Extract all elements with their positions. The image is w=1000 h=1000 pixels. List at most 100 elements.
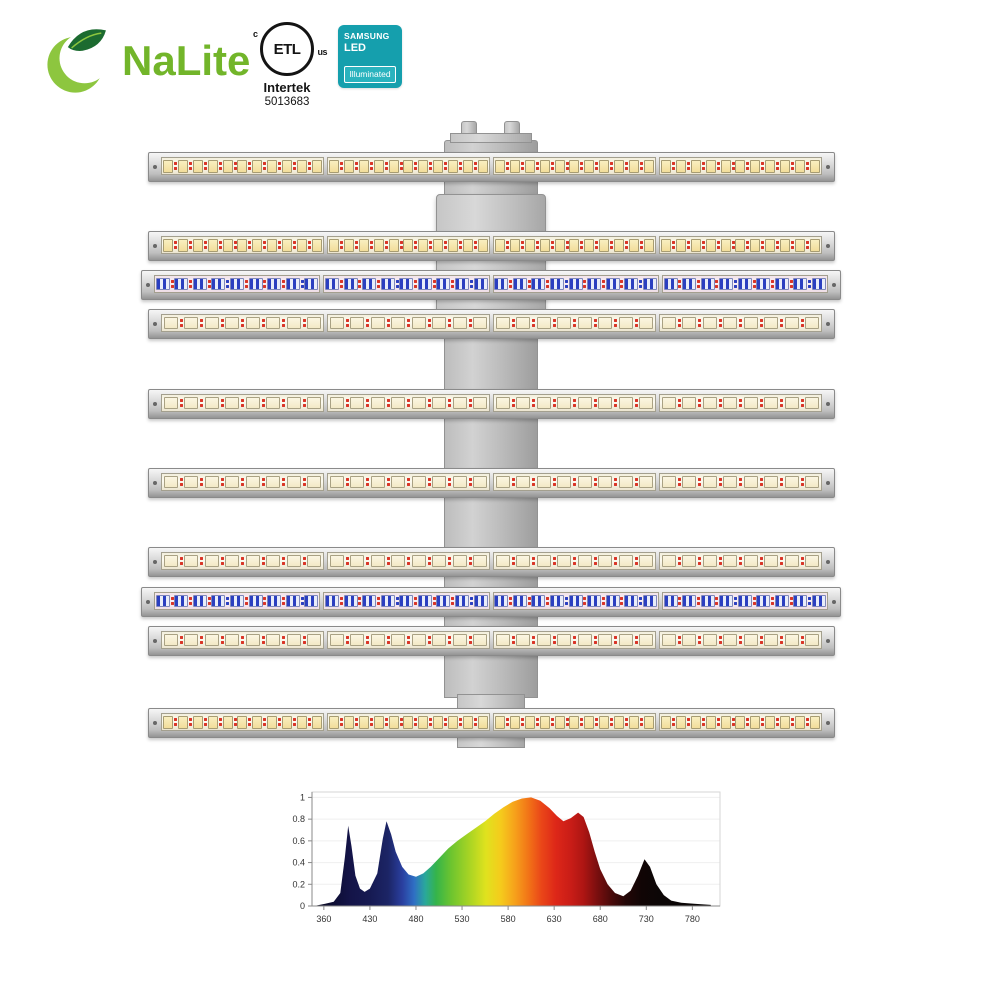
led-segment — [161, 157, 324, 175]
led-chip — [329, 634, 344, 646]
red-diode-dots — [427, 557, 431, 565]
led-chip — [661, 397, 676, 409]
red-diode-dots — [739, 636, 742, 644]
led-chip — [329, 555, 344, 567]
red-diode-dots — [686, 718, 690, 726]
led-chip — [614, 715, 625, 729]
red-diode-dots — [718, 636, 722, 644]
led-segment — [659, 394, 822, 412]
red-diode-dots — [634, 557, 638, 565]
red-diode-dots — [511, 399, 515, 407]
led-chip — [267, 715, 278, 729]
led-chip — [163, 397, 178, 409]
led-chip — [516, 317, 531, 329]
red-diode-dots — [339, 718, 343, 726]
red-diode-dots — [715, 597, 719, 605]
red-diode-dots — [308, 241, 312, 249]
led-chip — [433, 159, 444, 173]
led-chip — [735, 159, 746, 173]
led-chip — [524, 159, 535, 173]
red-diode-dots — [761, 162, 765, 170]
led-chip — [702, 397, 717, 409]
red-diode-dots — [601, 597, 605, 605]
led-chip — [230, 595, 245, 607]
led-chip — [192, 278, 207, 290]
led-chip — [598, 397, 613, 409]
led-chip — [549, 278, 564, 290]
led-chip — [660, 238, 671, 252]
led-chip — [207, 238, 218, 252]
led-chip — [478, 715, 489, 729]
led-chip — [675, 159, 686, 173]
led-segment — [659, 552, 822, 570]
led-chip — [245, 397, 260, 409]
led-chip — [163, 555, 178, 567]
led-chip — [629, 238, 640, 252]
led-chip — [245, 634, 260, 646]
red-diode-dots — [339, 162, 343, 170]
etl-us-mark: us — [317, 47, 327, 57]
red-diode-dots — [448, 399, 451, 407]
red-diode-dots — [731, 162, 735, 170]
led-segment — [659, 713, 822, 731]
led-chip — [661, 555, 676, 567]
red-diode-dots — [595, 241, 599, 249]
led-chip — [399, 278, 414, 290]
led-chip — [174, 278, 189, 290]
red-diode-dots — [546, 597, 550, 605]
led-chip — [245, 555, 260, 567]
red-diode-dots — [746, 241, 750, 249]
led-chip — [267, 159, 278, 173]
red-diode-dots — [220, 636, 224, 644]
led-chip — [598, 555, 613, 567]
red-diode-dots — [716, 162, 720, 170]
red-diode-dots — [263, 241, 267, 249]
red-diode-dots — [678, 597, 682, 605]
red-diode-dots — [220, 399, 224, 407]
led-segment — [493, 314, 656, 332]
led-chip — [764, 317, 779, 329]
red-diode-dots — [261, 478, 265, 486]
led-chip — [702, 555, 717, 567]
red-diode-dots — [800, 557, 804, 565]
red-diode-dots — [218, 718, 222, 726]
led-chip — [433, 238, 444, 252]
led-chip — [304, 595, 319, 607]
led-segment — [661, 592, 828, 610]
led-chip — [436, 278, 451, 290]
led-chip — [163, 476, 178, 488]
mount-plate — [450, 133, 532, 143]
red-diode-dots — [620, 597, 624, 605]
red-diode-dots — [808, 597, 812, 605]
red-diode-dots — [354, 718, 358, 726]
led-chip — [705, 238, 716, 252]
red-diode-dots — [780, 319, 783, 327]
led-chip — [536, 476, 551, 488]
led-segment — [492, 275, 659, 293]
x-tick-label: 580 — [501, 914, 516, 924]
red-diode-dots — [520, 718, 524, 726]
red-diode-dots — [263, 718, 267, 726]
red-diode-dots — [233, 718, 237, 726]
red-diode-dots — [614, 636, 617, 644]
red-diode-dots — [474, 162, 478, 170]
red-diode-dots — [188, 718, 192, 726]
led-chip — [225, 476, 240, 488]
red-diode-dots — [640, 718, 644, 726]
led-chip — [764, 397, 779, 409]
led-segment — [161, 394, 324, 412]
red-diode-dots — [244, 280, 248, 288]
etl-company: Intertek — [263, 80, 311, 95]
led-chip — [644, 715, 655, 729]
led-chip — [765, 238, 776, 252]
led-chip — [184, 555, 199, 567]
red-diode-dots — [639, 280, 642, 288]
led-chip — [184, 397, 199, 409]
led-chip — [174, 595, 189, 607]
led-chip — [614, 238, 625, 252]
led-segment — [327, 631, 490, 649]
led-chip — [391, 317, 406, 329]
samsung-led-badge: SAMSUNG LED Illuminated — [338, 25, 402, 88]
red-diode-dots — [634, 478, 638, 486]
led-chip — [286, 317, 301, 329]
